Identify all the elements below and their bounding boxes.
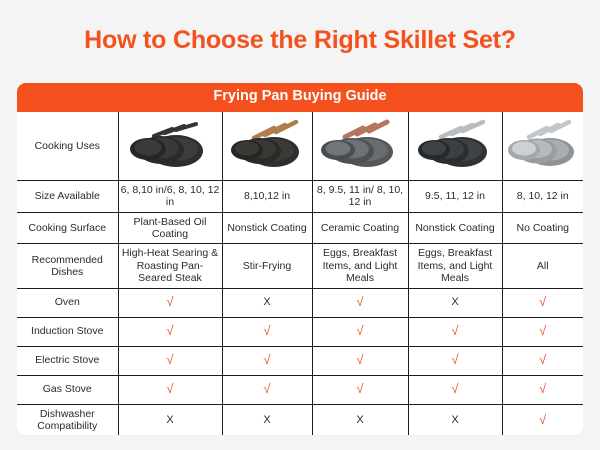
status-mark: √ (539, 411, 547, 427)
status-mark: √ (356, 352, 364, 368)
status-mark: √ (166, 352, 174, 368)
cell-surface-col2: Nonstick Coating (221, 211, 313, 245)
row-label-cooking-surface: Cooking Surface (17, 211, 119, 245)
cell-size-col4: 9.5, 11, 12 in (407, 179, 503, 213)
cell-surface-col1: Plant-Based Oil Coating (117, 211, 223, 245)
cell-cooking-uses-col1 (117, 111, 223, 181)
cell-induction-col3: √ (311, 316, 409, 347)
cell-dishes-col2: Stir-Frying (221, 243, 313, 289)
cell-oven-col2: X (221, 287, 313, 318)
cell-electric-col3: √ (311, 345, 409, 376)
status-mark: √ (356, 381, 364, 397)
card-header-title: Frying Pan Buying Guide (17, 83, 583, 112)
cell-electric-col2: √ (221, 345, 313, 376)
comparison-table: Cooking Uses (17, 111, 583, 436)
cell-gas-col2: √ (221, 374, 313, 405)
status-mark: X (451, 296, 459, 309)
row-label-electric-stove: Electric Stove (17, 345, 119, 376)
cell-surface-col5: No Coating (501, 211, 583, 245)
cell-oven-col4: X (407, 287, 503, 318)
table-row-oven: Oven √ X √ X √ (17, 287, 583, 318)
status-mark: √ (263, 381, 271, 397)
table-row-cooking-surface: Cooking Surface Plant-Based Oil Coating … (17, 211, 583, 245)
table-row-size-available: Size Available 6, 8,10 in/6, 8, 10, 12 i… (17, 179, 583, 213)
buying-guide-card: Frying Pan Buying Guide Cooking Uses (17, 83, 583, 436)
cell-dishwasher-col1: X (117, 403, 223, 436)
cell-cooking-uses-col4 (407, 111, 503, 181)
cell-dishwasher-col5: √ (501, 403, 583, 436)
status-mark: X (166, 413, 174, 426)
cell-dishwasher-col2: X (221, 403, 313, 436)
status-mark: √ (451, 381, 459, 397)
cell-oven-col5: √ (501, 287, 583, 318)
status-mark: √ (263, 352, 271, 368)
wood-handle-nonstick-skillet-set-image (225, 118, 310, 174)
cell-induction-col2: √ (221, 316, 313, 347)
table-row-induction-stove: Induction Stove √ √ √ √ √ (17, 316, 583, 347)
cell-dishes-col4: Eggs, Breakfast Items, and Light Meals (407, 243, 503, 289)
row-label-dishwasher-compatibility: Dishwasher Compatibility (17, 403, 119, 436)
cell-gas-col4: √ (407, 374, 503, 405)
status-mark: √ (356, 323, 364, 339)
status-mark: X (263, 413, 271, 426)
row-label-induction-stove: Induction Stove (17, 316, 119, 347)
status-mark: √ (166, 323, 174, 339)
cell-oven-col3: √ (311, 287, 409, 318)
status-mark: X (263, 296, 271, 309)
hard-anodized-nonstick-skillet-set-image (411, 118, 500, 174)
cell-dishes-col5: All (501, 243, 583, 289)
cell-size-col5: 8, 10, 12 in (501, 179, 583, 213)
cell-surface-col4: Nonstick Coating (407, 211, 503, 245)
cell-induction-col5: √ (501, 316, 583, 347)
status-mark: √ (166, 381, 174, 397)
status-mark: √ (451, 323, 459, 339)
stainless-steel-skillet-set-image (505, 118, 582, 174)
table-row-cooking-uses: Cooking Uses (17, 111, 583, 181)
table-row-recommended-dishes: Recommended Dishes High-Heat Searing & R… (17, 243, 583, 289)
table-row-gas-stove: Gas Stove √ √ √ √ √ (17, 374, 583, 405)
cell-gas-col1: √ (117, 374, 223, 405)
cell-size-col1: 6, 8,10 in/6, 8, 10, 12 in (117, 179, 223, 213)
cell-electric-col5: √ (501, 345, 583, 376)
status-mark: √ (166, 294, 174, 310)
cell-electric-col4: √ (407, 345, 503, 376)
row-label-cooking-uses: Cooking Uses (17, 111, 119, 181)
status-mark: √ (539, 294, 547, 310)
cell-size-col3: 8, 9.5, 11 in/ 8, 10, 12 in (311, 179, 409, 213)
cell-cooking-uses-col3 (311, 111, 409, 181)
cell-cooking-uses-col2 (221, 111, 313, 181)
cell-gas-col3: √ (311, 374, 409, 405)
row-label-size-available: Size Available (17, 179, 119, 213)
status-mark: √ (539, 352, 547, 368)
cell-oven-col1: √ (117, 287, 223, 318)
cell-dishes-col1: High-Heat Searing & Roasting Pan-Seared … (117, 243, 223, 289)
status-mark: √ (539, 381, 547, 397)
table-row-electric-stove: Electric Stove √ √ √ √ √ (17, 345, 583, 376)
page-title: How to Choose the Right Skillet Set? (84, 26, 516, 54)
status-mark: X (451, 413, 459, 426)
table-row-dishwasher-compatibility: Dishwasher Compatibility X X X X √ (17, 403, 583, 436)
status-mark: X (356, 413, 364, 426)
cell-electric-col1: √ (117, 345, 223, 376)
row-label-gas-stove: Gas Stove (17, 374, 119, 405)
cast-iron-skillet-set-image (121, 118, 220, 174)
status-mark: √ (356, 294, 364, 310)
cell-induction-col4: √ (407, 316, 503, 347)
cell-size-col2: 8,10,12 in (221, 179, 313, 213)
cell-cooking-uses-col5 (501, 111, 583, 181)
cell-dishwasher-col3: X (311, 403, 409, 436)
status-mark: √ (451, 352, 459, 368)
cell-induction-col1: √ (117, 316, 223, 347)
status-mark: √ (539, 323, 547, 339)
cell-dishwasher-col4: X (407, 403, 503, 436)
row-label-recommended-dishes: Recommended Dishes (17, 243, 119, 289)
cell-dishes-col3: Eggs, Breakfast Items, and Light Meals (311, 243, 409, 289)
row-label-oven: Oven (17, 287, 119, 318)
cell-surface-col3: Ceramic Coating (311, 211, 409, 245)
ceramic-skillet-set-image (315, 118, 406, 174)
status-mark: √ (263, 323, 271, 339)
cell-gas-col5: √ (501, 374, 583, 405)
